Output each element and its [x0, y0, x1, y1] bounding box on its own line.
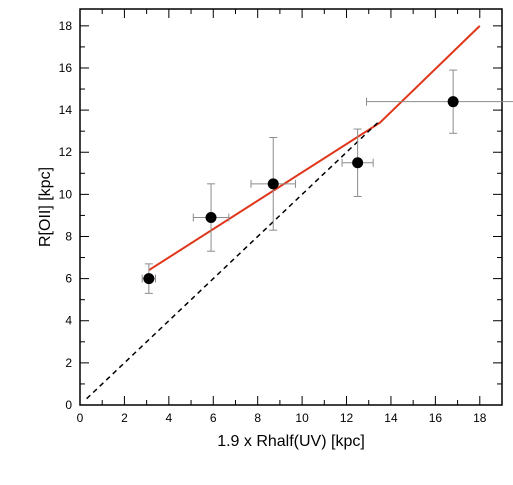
- y-tick-label: 2: [65, 356, 72, 370]
- y-tick-label: 18: [59, 19, 73, 33]
- data-point: [205, 212, 217, 224]
- plot-frame: [79, 8, 503, 406]
- x-tick-label: 2: [121, 411, 128, 425]
- x-tick-label: 0: [77, 411, 84, 425]
- data-point: [267, 178, 279, 190]
- axis-ticks: [79, 9, 503, 406]
- y-tick-label: 12: [59, 145, 73, 159]
- x-tick-label: 4: [165, 411, 172, 425]
- y-tick-label: 16: [59, 61, 73, 75]
- data-points: [143, 96, 459, 285]
- x-tick-label: 14: [384, 411, 398, 425]
- data-point: [143, 273, 155, 285]
- x-axis-label: 1.9 x Rhalf(UV) [kpc]: [217, 433, 365, 450]
- chart-lines: [86, 25, 481, 400]
- y-tick-label: 14: [59, 103, 73, 117]
- y-tick-label: 0: [65, 398, 72, 412]
- fit-line: [148, 25, 481, 272]
- x-tick-label: 12: [340, 411, 354, 425]
- y-tick-label: 10: [59, 187, 73, 201]
- data-point: [352, 157, 364, 169]
- x-tick-label: 10: [295, 411, 309, 425]
- y-tick-label: 8: [65, 229, 72, 243]
- x-tick-label: 6: [210, 411, 217, 425]
- reference-line: [86, 120, 381, 400]
- data-point: [447, 96, 459, 108]
- x-tick-label: 16: [429, 411, 443, 425]
- y-axis-label: R[OII] [kpc]: [37, 167, 54, 247]
- y-tick-label: 6: [65, 272, 72, 286]
- x-tick-label: 18: [473, 411, 487, 425]
- tick-labels: 0 2 4 6 8 10 12 14 16 18 0 2 4 6 8 10 12 14 16 18: [59, 19, 487, 425]
- y-tick-label: 4: [65, 314, 72, 328]
- x-tick-label: 8: [254, 411, 261, 425]
